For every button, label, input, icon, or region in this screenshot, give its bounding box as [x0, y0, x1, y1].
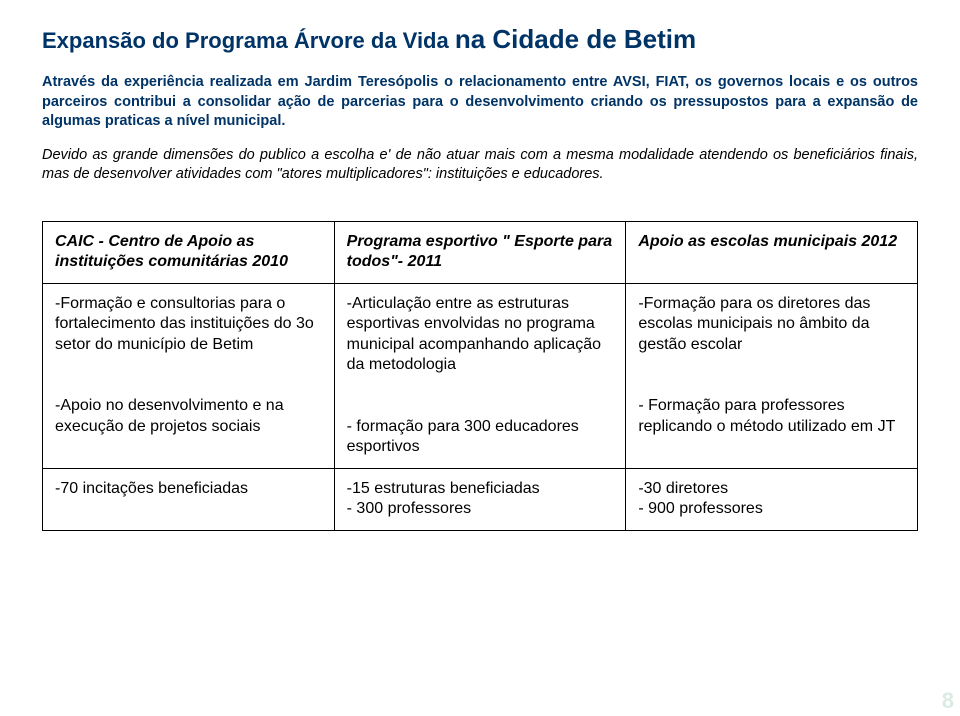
intro-paragraph-2: Devido as grande dimensões do publico a …: [42, 146, 918, 185]
table-cell: -70 incitações beneficiadas: [43, 468, 335, 530]
intro-paragraph-1: Através da experiência realizada em Jard…: [42, 73, 918, 132]
table-cell: -Formação e consultorias para o fortalec…: [43, 283, 335, 468]
page-number: 8: [942, 688, 954, 714]
table-row: CAIC - Centro de Apoio as instituições c…: [43, 222, 918, 284]
table-cell-header: Programa esportivo " Esporte para todos"…: [334, 222, 626, 284]
page-title: Expansão do Programa Árvore da Vida na C…: [42, 24, 918, 55]
programs-table: CAIC - Centro de Apoio as instituições c…: [42, 221, 918, 531]
title-small: Expansão do Programa Árvore da Vida: [42, 28, 455, 53]
title-large: na Cidade de Betim: [455, 24, 696, 54]
table-cell: -30 diretores- 900 professores: [626, 468, 918, 530]
table-cell-header: Apoio as escolas municipais 2012: [626, 222, 918, 284]
table-cell: -Formação para os diretores das escolas …: [626, 283, 918, 468]
table-cell: -15 estruturas beneficiadas- 300 profess…: [334, 468, 626, 530]
table-row: -70 incitações beneficiadas -15 estrutur…: [43, 468, 918, 530]
table-cell-header: CAIC - Centro de Apoio as instituições c…: [43, 222, 335, 284]
table-row: -Formação e consultorias para o fortalec…: [43, 283, 918, 468]
slide-page: Expansão do Programa Árvore da Vida na C…: [0, 0, 960, 531]
table-cell: -Articulação entre as estruturas esporti…: [334, 283, 626, 468]
